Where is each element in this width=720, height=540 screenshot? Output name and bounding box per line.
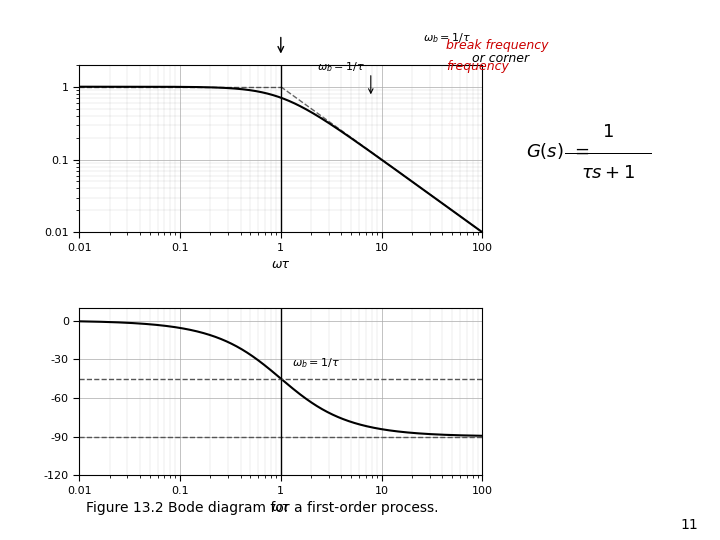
X-axis label: ωτ: ωτ: [272, 501, 289, 514]
Text: or corner: or corner: [472, 52, 528, 65]
Text: $\tau s+1$: $\tau s+1$: [581, 164, 636, 182]
Text: frequency: frequency: [446, 60, 509, 73]
X-axis label: ωτ: ωτ: [272, 258, 289, 271]
Text: break frequency: break frequency: [446, 38, 549, 52]
Text: $\omega_b = 1/\tau$: $\omega_b = 1/\tau$: [317, 60, 364, 74]
Text: 11: 11: [680, 518, 698, 532]
Text: $\omega_b = 1/\tau$: $\omega_b = 1/\tau$: [292, 356, 340, 370]
Text: Figure 13.2 Bode diagram for a first-order process.: Figure 13.2 Bode diagram for a first-ord…: [86, 501, 439, 515]
Text: $\omega_b = 1/\tau$: $\omega_b = 1/\tau$: [423, 31, 470, 45]
Text: 1: 1: [603, 123, 614, 141]
Text: $G(s)$  =: $G(s)$ =: [526, 141, 590, 161]
Text: Chapter 13: Chapter 13: [22, 205, 42, 335]
